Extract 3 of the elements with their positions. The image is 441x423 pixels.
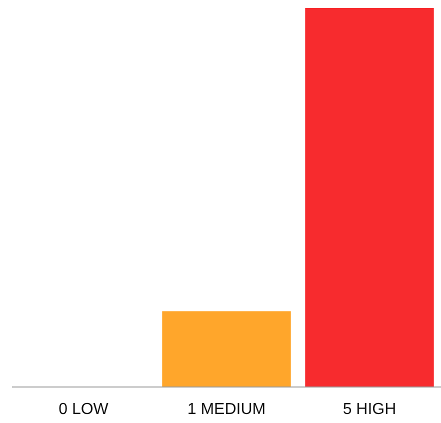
x-tick-label: 5 HIGH [342, 401, 396, 418]
x-tick-label: 0 LOW [58, 401, 110, 418]
x-tick-label: 1 MEDIUM [187, 401, 266, 418]
